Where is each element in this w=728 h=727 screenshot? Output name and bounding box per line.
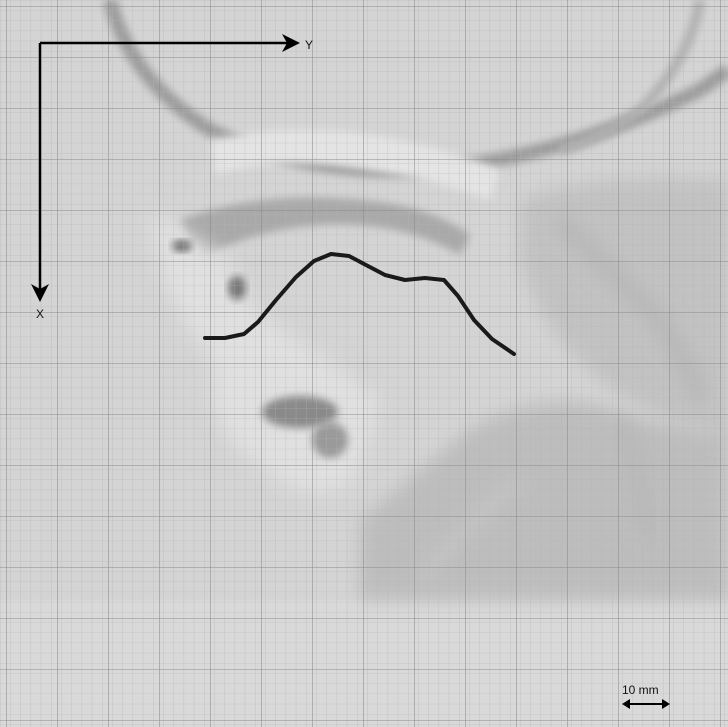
tracing-contour <box>203 252 516 356</box>
coordinate-axes: Y X <box>31 34 313 321</box>
scale-bar-label: 10 mm <box>622 683 659 697</box>
y-axis-label: Y <box>305 38 313 52</box>
x-axis-label: X <box>36 307 44 321</box>
y-axis-arrowhead <box>282 34 300 52</box>
x-axis-arrowhead <box>31 284 49 302</box>
scale-bar: 10 mm <box>622 683 670 709</box>
